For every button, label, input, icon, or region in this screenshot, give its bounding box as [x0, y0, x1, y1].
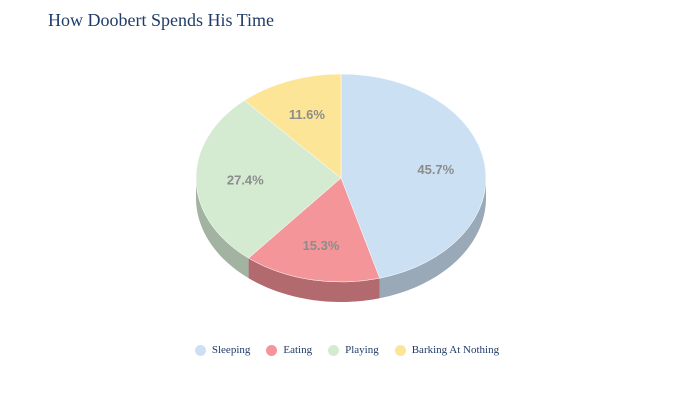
legend-swatch-playing	[328, 344, 340, 356]
legend: Sleeping Eating Playing Barking At Nothing	[0, 344, 694, 356]
legend-item-eating[interactable]: Eating	[266, 344, 312, 356]
legend-swatch-sleeping	[194, 344, 206, 356]
slice-playing[interactable]	[195, 100, 342, 259]
data-label-sleeping: 45.7%	[417, 162, 454, 177]
legend-label-playing: Playing	[345, 344, 379, 356]
slice-side-eating	[248, 258, 380, 302]
legend-swatch-barking-at-nothing	[394, 344, 406, 356]
slice-eating[interactable]	[248, 177, 381, 283]
slice-barking-at-nothing[interactable]	[244, 73, 342, 179]
legend-label-eating: Eating	[283, 344, 313, 356]
legend-item-barking-at-nothing[interactable]: Barking At Nothing	[394, 344, 500, 356]
slice-side-playing	[196, 178, 249, 279]
legend-item-playing[interactable]: Playing	[328, 344, 379, 356]
legend-label-barking-at-nothing: Barking At Nothing	[411, 344, 500, 356]
data-label-playing: 27.4%	[227, 172, 264, 187]
data-label-barking-at-nothing: 11.6%	[289, 107, 326, 122]
legend-label-sleeping: Sleeping	[211, 344, 251, 356]
legend-swatch-eating	[266, 344, 278, 356]
legend-item-sleeping[interactable]: Sleeping	[194, 344, 251, 356]
slice-sleeping[interactable]	[340, 73, 487, 279]
slice-side-sleeping	[379, 178, 486, 299]
data-label-eating: 15.3%	[303, 238, 340, 253]
chart-title: How Doobert Spends His Time	[48, 10, 275, 30]
